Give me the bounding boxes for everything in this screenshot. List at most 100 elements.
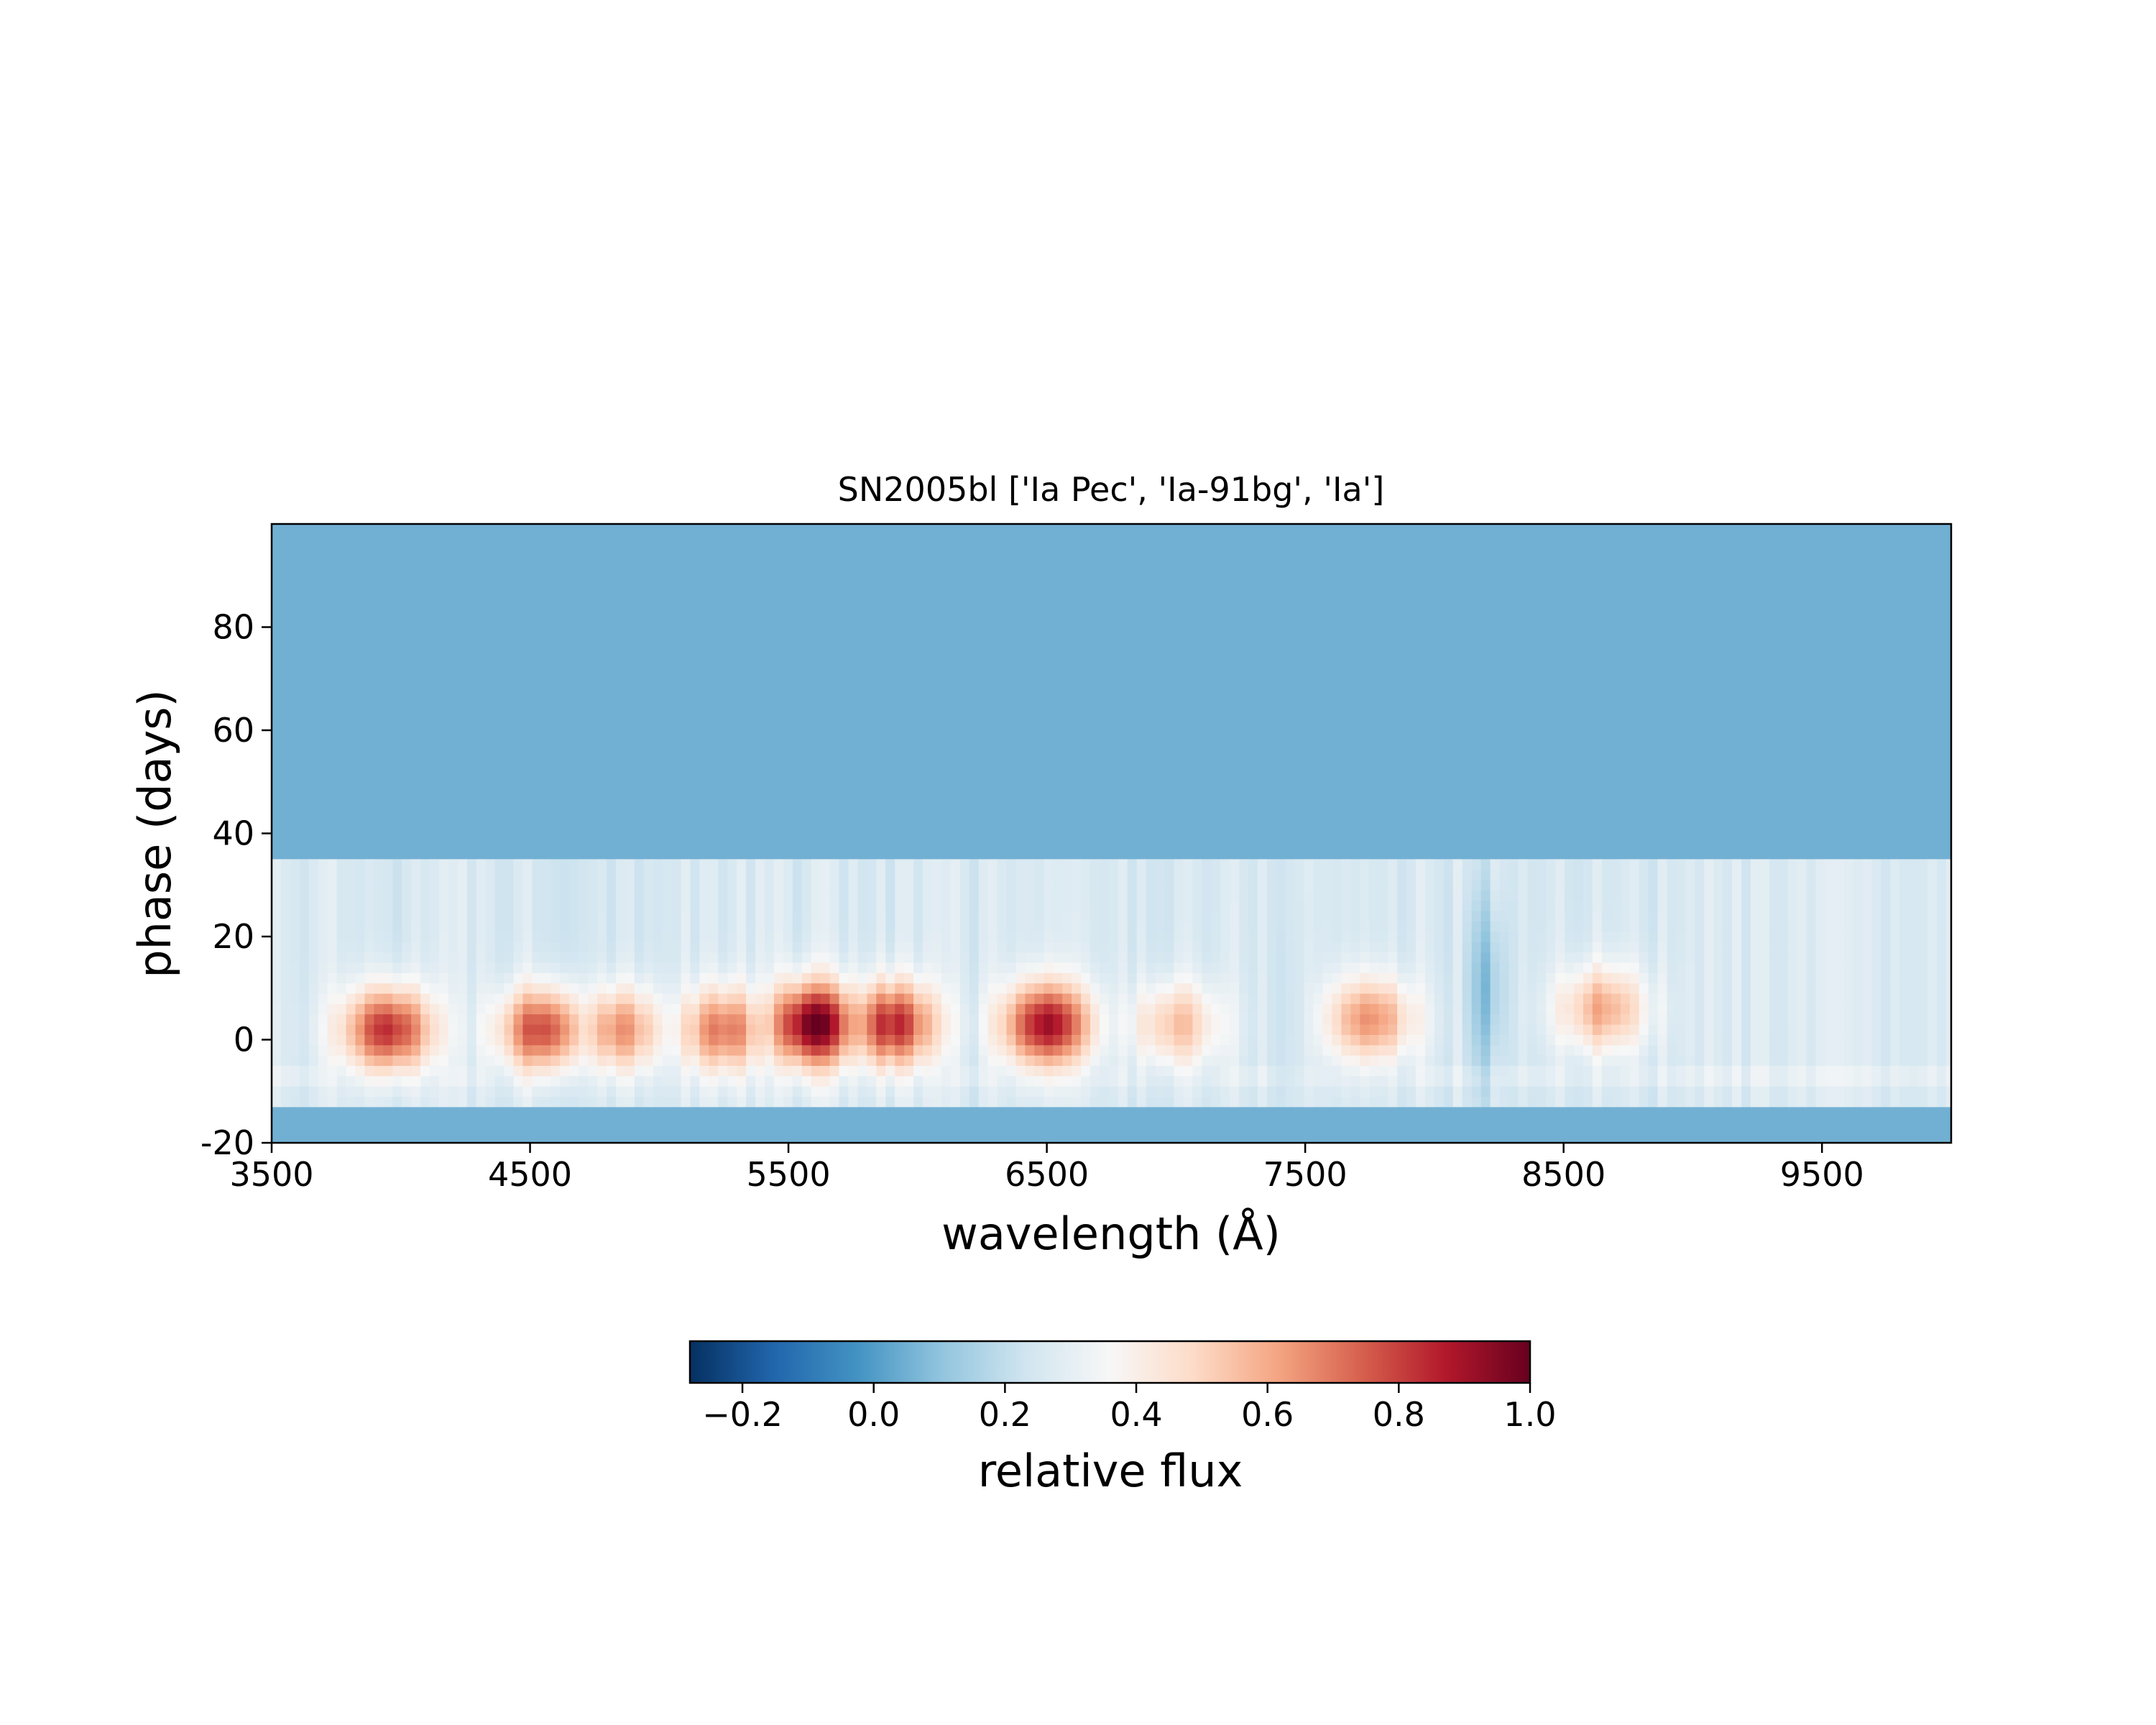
heatmap-cell xyxy=(1053,1034,1063,1046)
heatmap-cell xyxy=(1090,1065,1100,1077)
heatmap-cell xyxy=(1676,900,1686,911)
heatmap-cell xyxy=(1527,1034,1537,1046)
heatmap-cell xyxy=(1592,1096,1603,1108)
heatmap-cell xyxy=(606,1075,617,1087)
heatmap-cell xyxy=(1127,911,1138,922)
heatmap-cell xyxy=(671,921,682,932)
heatmap-cell xyxy=(671,1044,682,1056)
heatmap-cell xyxy=(727,993,737,1004)
heatmap-cell xyxy=(1239,869,1249,880)
heatmap-cell xyxy=(1099,900,1110,911)
heatmap-cell xyxy=(829,942,840,953)
heatmap-cell xyxy=(959,900,970,911)
heatmap-cell xyxy=(1332,962,1342,973)
heatmap-cell xyxy=(392,1034,402,1046)
heatmap-cell xyxy=(969,1096,980,1108)
heatmap-cell xyxy=(1927,1065,1938,1077)
heatmap-cell xyxy=(1127,921,1138,932)
heatmap-cell xyxy=(876,900,886,911)
heatmap-cell xyxy=(913,942,923,953)
heatmap-cell xyxy=(1285,1003,1296,1015)
heatmap-cell xyxy=(1044,869,1054,880)
heatmap-cell xyxy=(569,1055,579,1066)
heatmap-cell xyxy=(1815,962,1826,973)
heatmap-cell xyxy=(1648,1003,1659,1015)
heatmap-cell xyxy=(690,900,700,911)
heatmap-cell xyxy=(1090,993,1100,1004)
heatmap-cell xyxy=(615,942,626,953)
heatmap-cell xyxy=(801,1055,812,1066)
heatmap-cell xyxy=(1434,993,1445,1004)
heatmap-cell xyxy=(606,911,617,922)
heatmap-cell xyxy=(1611,880,1621,891)
heatmap-cell xyxy=(1936,869,1947,880)
heatmap-cell xyxy=(522,1003,533,1015)
heatmap-cell xyxy=(1462,921,1473,932)
heatmap-cell xyxy=(1350,1024,1360,1035)
heatmap-cell xyxy=(671,1003,682,1015)
heatmap-cell xyxy=(1759,983,1770,994)
heatmap-cell xyxy=(541,911,551,922)
heatmap-cell xyxy=(485,890,496,901)
heatmap-cell xyxy=(280,1055,291,1066)
heatmap-cell xyxy=(1555,983,1565,994)
heatmap-cell xyxy=(1759,1055,1770,1066)
heatmap-cell xyxy=(746,859,756,870)
heatmap-cell xyxy=(485,962,496,973)
heatmap-cell xyxy=(1778,993,1789,1004)
heatmap-cell xyxy=(1769,890,1779,901)
heatmap-cell xyxy=(895,900,905,911)
heatmap-cell xyxy=(606,1013,617,1025)
heatmap-cell xyxy=(1639,1075,1649,1087)
heatmap-cell xyxy=(1574,890,1584,901)
heatmap-cell xyxy=(597,931,607,942)
heatmap-cell xyxy=(1881,869,1891,880)
heatmap-cell xyxy=(643,1034,654,1046)
heatmap-cell xyxy=(1471,900,1482,911)
heatmap-cell xyxy=(1108,1003,1119,1015)
heatmap-cell xyxy=(1945,1075,1951,1087)
heatmap-cell xyxy=(1806,1055,1817,1066)
heatmap-cell xyxy=(355,1044,366,1056)
heatmap-cell xyxy=(1099,1044,1110,1056)
heatmap-cell xyxy=(904,972,914,984)
heatmap-cell xyxy=(690,1024,700,1035)
heatmap-cell xyxy=(1108,1065,1119,1077)
heatmap-cell xyxy=(1629,1024,1640,1035)
heatmap-cell xyxy=(392,880,402,891)
heatmap-cell xyxy=(1853,983,1863,994)
heatmap-cell xyxy=(318,1044,328,1056)
heatmap-cell xyxy=(969,1086,980,1098)
heatmap-cell xyxy=(1871,880,1881,891)
heatmap-cell xyxy=(1304,900,1314,911)
heatmap-cell xyxy=(1034,952,1044,963)
heatmap-cell xyxy=(746,880,756,891)
heatmap-cell xyxy=(1778,1096,1789,1108)
heatmap-cell xyxy=(569,1096,579,1108)
heatmap-cell xyxy=(1490,993,1501,1004)
heatmap-cell xyxy=(1146,1096,1156,1108)
heatmap-cell xyxy=(1685,890,1695,901)
heatmap-cell xyxy=(1378,983,1388,994)
heatmap-cell xyxy=(950,1055,961,1066)
heatmap-cell xyxy=(1825,1055,1835,1066)
heatmap-cell xyxy=(681,952,691,963)
heatmap-cell xyxy=(1015,1096,1026,1108)
heatmap-cell xyxy=(923,921,933,932)
heatmap-cell xyxy=(1416,1086,1426,1098)
heatmap-cell xyxy=(653,880,663,891)
heatmap-cell xyxy=(755,1086,765,1098)
heatmap-cell xyxy=(1025,1096,1035,1108)
heatmap-cell xyxy=(532,952,542,963)
heatmap-cell xyxy=(513,1013,524,1025)
heatmap-cell xyxy=(1611,1044,1621,1056)
heatmap-cell xyxy=(402,1086,412,1098)
heatmap-cell xyxy=(1899,859,1909,870)
heatmap-cell xyxy=(1276,880,1286,891)
heatmap-cell xyxy=(1881,911,1891,922)
heatmap-cell xyxy=(1732,900,1742,911)
heatmap-cell xyxy=(1406,859,1416,870)
heatmap-cell xyxy=(1443,859,1454,870)
heatmap-cell xyxy=(448,972,459,984)
heatmap-cell xyxy=(1917,1075,1928,1087)
